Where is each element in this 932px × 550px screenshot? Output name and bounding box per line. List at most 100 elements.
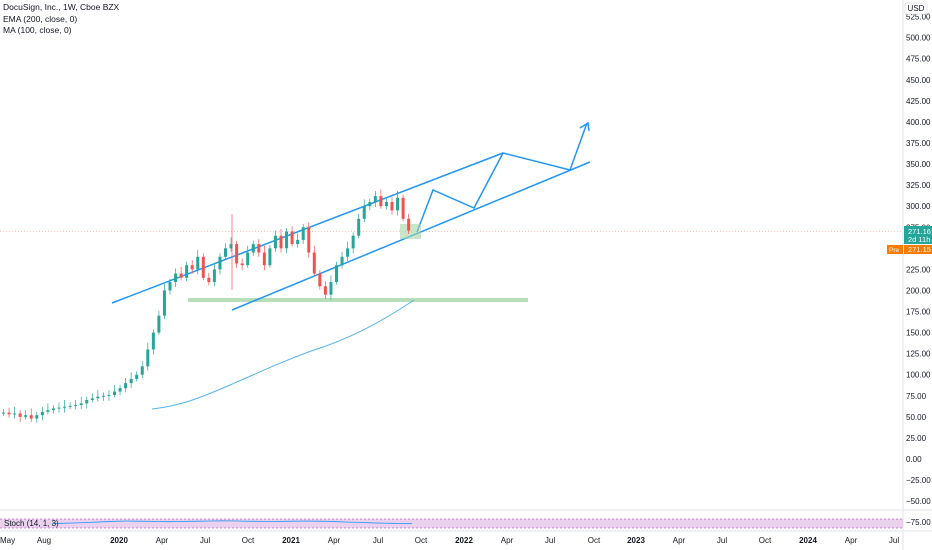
candle-body <box>157 315 161 333</box>
price-tick-label: 25.00 <box>906 434 927 443</box>
candle-body <box>218 256 222 270</box>
last-price-value: 271.16 <box>908 227 931 236</box>
premarket-value: 271.15 <box>908 245 931 254</box>
projection-path[interactable] <box>416 122 588 233</box>
candle-body <box>323 286 327 295</box>
candle-body <box>312 252 316 274</box>
candle-body <box>74 405 78 407</box>
candle-body <box>212 269 216 283</box>
time-tick-label: Oct <box>759 536 772 545</box>
price-tick-label: 325.00 <box>906 181 931 190</box>
candle-body <box>140 366 144 375</box>
candle-body <box>357 218 361 236</box>
candle-body <box>2 412 5 414</box>
price-tick-label: 475.00 <box>906 55 931 64</box>
entry-zone-box[interactable] <box>400 224 421 239</box>
candle-body <box>162 290 166 316</box>
time-tick-label: 2024 <box>799 536 817 545</box>
candle-body <box>257 244 261 253</box>
candle-body <box>46 410 50 412</box>
price-tick-label: 0.00 <box>906 455 922 464</box>
time-tick-label: Oct <box>242 536 255 545</box>
candle-body <box>290 231 294 245</box>
candle-body <box>185 265 189 278</box>
candle-body <box>351 235 355 249</box>
candle-body <box>307 227 311 253</box>
candle-body <box>190 265 194 270</box>
candle-body <box>85 400 89 404</box>
time-tick-label: Jul <box>200 536 210 545</box>
candle-body <box>240 263 244 266</box>
price-tick-label: 525.00 <box>906 13 931 22</box>
candle-body <box>229 244 233 249</box>
candle-body <box>246 252 250 266</box>
time-tick-label: May <box>0 536 15 545</box>
support-zone[interactable] <box>188 298 528 302</box>
projection-arrowhead <box>579 121 590 132</box>
ma-indicator-label[interactable]: MA (100, close, 0) <box>3 25 72 35</box>
time-tick-label: Aug <box>37 536 51 545</box>
candle-body <box>124 383 128 389</box>
price-tick-label: 350.00 <box>906 160 931 169</box>
time-axis[interactable]: May Aug 2020 Apr Jul Oct 2021 Apr Jul Oct 2022 Apr J… <box>0 536 899 545</box>
candle-body <box>174 273 178 283</box>
price-tick-label: 400.00 <box>906 118 931 127</box>
main-pane[interactable] <box>0 0 903 510</box>
candle-body <box>13 413 17 415</box>
time-tick-label: Jul <box>717 536 727 545</box>
time-tick-label: Jul <box>373 536 383 545</box>
candle-body <box>296 239 300 245</box>
candle-body <box>279 235 283 249</box>
time-tick-label: Apr <box>156 536 169 545</box>
candle-body <box>118 388 122 392</box>
candle-body <box>362 206 366 219</box>
candle-body <box>201 256 205 278</box>
price-tick-label: −25.00 <box>906 476 931 485</box>
price-axis[interactable]: 525.00 500.00 475.00 450.00 425.00 400.00 375.… <box>906 13 931 528</box>
time-tick-label: Oct <box>415 536 428 545</box>
premarket-tag: Pre 271.15 <box>887 245 932 254</box>
candle-body <box>235 244 239 264</box>
candle-body <box>90 398 94 401</box>
price-tick-label: 225.00 <box>906 265 931 274</box>
candle-body <box>179 273 183 278</box>
stoch-k-line <box>51 520 413 525</box>
candle-body <box>335 265 338 283</box>
candle-body <box>379 196 383 207</box>
time-tick-label: 2020 <box>110 536 128 545</box>
candle-body <box>251 244 255 253</box>
price-tick-label: 375.00 <box>906 139 931 148</box>
candle-body <box>24 415 28 417</box>
time-tick-label: Jul <box>545 536 555 545</box>
price-tick-label: 300.00 <box>906 202 931 211</box>
price-tick-label: 500.00 <box>906 34 931 43</box>
candle-body <box>68 405 72 407</box>
time-tick-label: 2022 <box>455 536 473 545</box>
candle-body <box>146 349 150 367</box>
price-tick-label: 100.00 <box>906 371 931 380</box>
candle-body <box>390 201 394 211</box>
price-tick-label: 125.00 <box>906 350 931 359</box>
candle-body <box>301 227 305 240</box>
candle-body <box>101 395 105 397</box>
time-tick-label: Apr <box>328 536 341 545</box>
ema-indicator-label[interactable]: EMA (200, close, 0) <box>3 13 78 24</box>
ma-line <box>151 299 415 410</box>
candle-body <box>407 218 411 231</box>
stoch-band <box>0 519 903 528</box>
time-tick-label: Jul <box>889 536 899 545</box>
symbol-title[interactable]: DocuSign, Inc., 1W, Cboe BZX <box>3 2 120 12</box>
candle-body <box>262 252 266 266</box>
candles-group <box>2 189 411 423</box>
chart-legend[interactable]: DocuSign, Inc., 1W, Cboe BZX EMA (200, c… <box>3 2 119 37</box>
candle-body <box>196 256 200 270</box>
currency-box[interactable] <box>904 2 928 15</box>
time-tick-label: Apr <box>845 536 858 545</box>
time-tick-label: 2021 <box>282 536 300 545</box>
last-price-tag: 271.16 2d 11h <box>904 226 932 244</box>
candle-body <box>7 412 11 415</box>
candle-body <box>273 235 277 249</box>
stoch-indicator-label[interactable]: Stoch (14, 1, 3) <box>4 519 59 528</box>
candle-body <box>268 248 272 266</box>
